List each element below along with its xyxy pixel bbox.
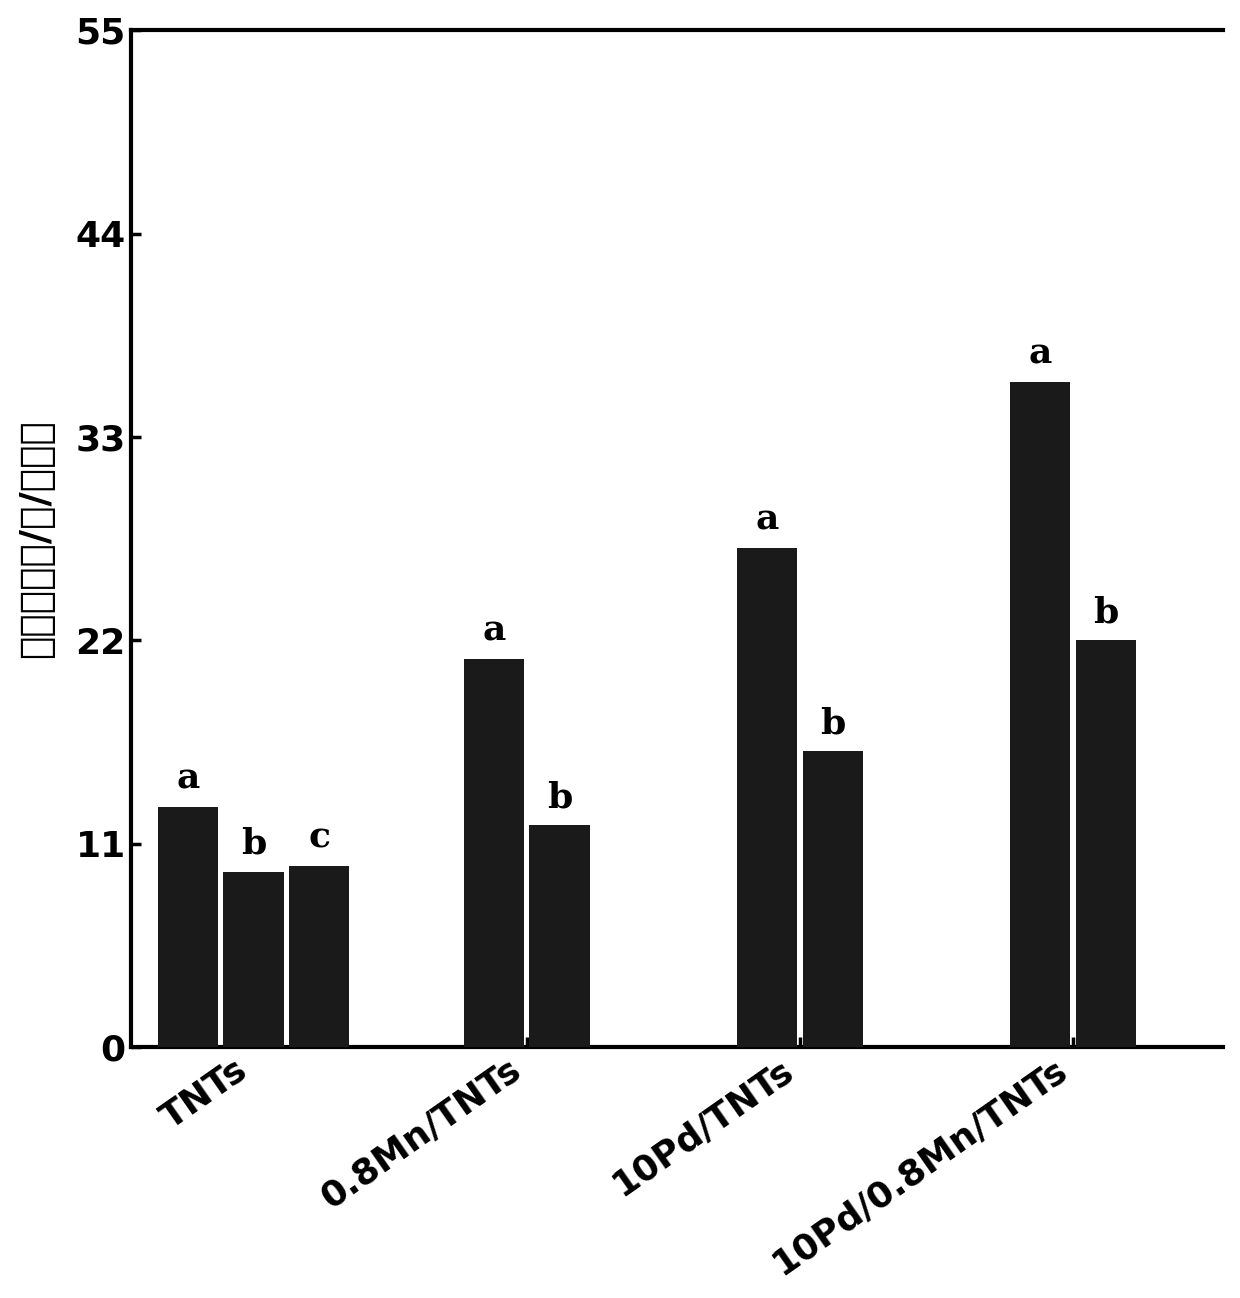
Bar: [289, 866, 350, 1047]
Bar: [157, 807, 218, 1047]
Text: a: a: [482, 614, 506, 648]
Bar: [1011, 382, 1070, 1047]
Text: c: c: [308, 820, 330, 855]
Bar: [223, 871, 284, 1047]
Bar: [464, 659, 525, 1047]
Bar: [1076, 640, 1136, 1047]
Bar: [737, 548, 797, 1047]
Text: b: b: [241, 827, 267, 861]
Text: a: a: [176, 762, 200, 796]
Bar: [529, 826, 589, 1047]
Text: b: b: [547, 780, 572, 814]
Text: b: b: [1094, 596, 1118, 630]
Text: a: a: [1029, 336, 1052, 370]
Y-axis label: 产量（毫克/升/小时）: 产量（毫克/升/小时）: [16, 419, 55, 658]
Bar: [802, 752, 863, 1047]
Text: b: b: [820, 706, 846, 740]
Text: a: a: [755, 502, 779, 537]
